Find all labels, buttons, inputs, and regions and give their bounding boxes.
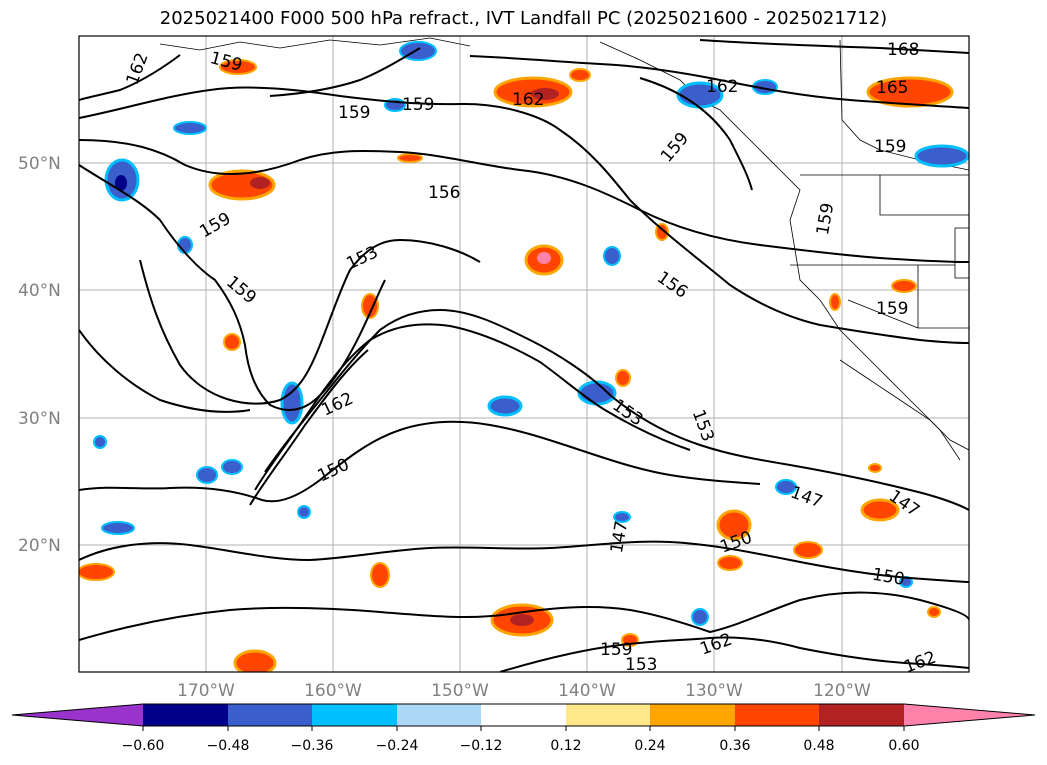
- height-contours: [79, 39, 969, 672]
- negative-anomaly-areas: [93, 41, 969, 626]
- colorbar-tick-label: −0.24: [376, 738, 419, 754]
- contour-label: 159: [874, 137, 906, 157]
- lon-label-150w: 150°W: [431, 681, 489, 701]
- colorbar-tick-label: 0.60: [888, 738, 919, 754]
- colorbar-segment: [481, 704, 566, 726]
- map-title: 2025021400 F000 500 hPa refract., IVT La…: [159, 8, 888, 29]
- contour-label: 165: [876, 78, 908, 98]
- lat-label-50n: 50°N: [18, 154, 61, 174]
- contour-label: 153: [625, 655, 657, 675]
- positive-anomaly-areas: [79, 59, 954, 672]
- colorbar-segment: [397, 704, 481, 726]
- lon-label-160w: 160°W: [304, 681, 362, 701]
- colorbar-segment: [143, 704, 228, 726]
- colorbar-segment: [566, 704, 650, 726]
- contour-label: 159: [402, 95, 434, 115]
- colorbar-tick-label: −0.36: [291, 738, 334, 754]
- colorbar-segment: [650, 704, 735, 726]
- colorbar-tick-label: −0.60: [122, 738, 165, 754]
- colorbar-extend-low: [12, 704, 143, 726]
- contour-label: 168: [887, 40, 919, 60]
- lat-label-20n: 20°N: [18, 536, 61, 556]
- colorbar-ticks: [142, 726, 905, 731]
- lat-label-30n: 30°N: [18, 409, 61, 429]
- lat-label-40n: 40°N: [18, 281, 61, 301]
- colorbar-segment: [228, 704, 312, 726]
- contour-label: 159: [338, 103, 370, 123]
- colorbar-tick-label: 0.12: [550, 738, 581, 754]
- colorbar-tick-label: −0.48: [207, 738, 250, 754]
- colorbar: −0.60 −0.48 −0.36 −0.24 −0.12 0.12 0.24 …: [11, 703, 1036, 754]
- gridlines: [79, 36, 969, 672]
- colorbar-extend-high: [904, 704, 1035, 726]
- lon-label-170w: 170°W: [177, 681, 235, 701]
- colorbar-tick-label: 0.36: [719, 738, 750, 754]
- contour-label: 159: [876, 299, 908, 319]
- lon-label-130w: 130°W: [685, 681, 743, 701]
- contour-label: 156: [428, 183, 460, 203]
- colorbar-tick-label: 0.48: [803, 738, 834, 754]
- colorbar-segment: [312, 704, 397, 726]
- colorbar-tick-label: 0.24: [634, 738, 665, 754]
- contour-label: 162: [512, 90, 544, 110]
- map-frame: [78, 35, 970, 673]
- latitude-labels: 50°N 40°N 30°N 20°N: [18, 154, 61, 556]
- longitude-labels: 170°W 160°W 150°W 140°W 130°W 120°W: [177, 681, 871, 701]
- lon-label-140w: 140°W: [558, 681, 616, 701]
- lon-label-120w: 120°W: [813, 681, 871, 701]
- colorbar-segment: [819, 704, 904, 726]
- colorbar-segment: [735, 704, 819, 726]
- contour-label: 162: [706, 77, 738, 97]
- contour-label: 159: [600, 640, 632, 660]
- colorbar-tick-label: −0.12: [460, 738, 503, 754]
